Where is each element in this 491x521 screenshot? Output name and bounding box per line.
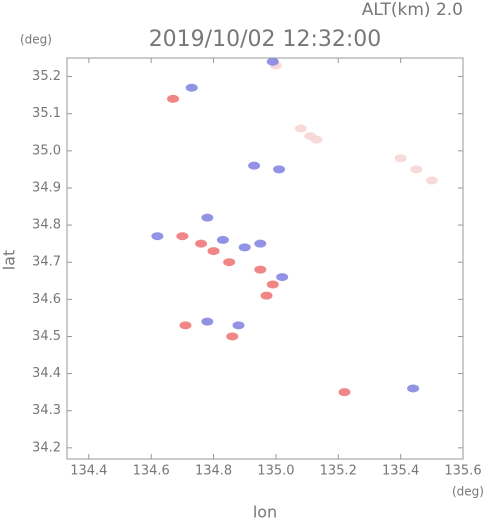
y-tick-label: 34.6: [32, 292, 61, 307]
echo-blob: [273, 165, 286, 174]
y-tick-label: 34.4: [32, 366, 61, 381]
y-tick-label: 34.8: [32, 218, 61, 233]
x-tick-label: 135.0: [257, 464, 294, 479]
x-tick-label: 134.4: [70, 464, 107, 479]
y-tick-label: 35.1: [32, 106, 61, 121]
x-tick-label: 135.2: [320, 464, 357, 479]
echo-blob: [201, 317, 214, 326]
echo-blob: [151, 232, 164, 241]
altitude-label: ALT(km) 2.0: [362, 0, 463, 20]
echo-blob: [216, 235, 229, 244]
echo-blob: [201, 213, 214, 222]
x-tick-label: 135.4: [382, 464, 419, 479]
plot-frame: [66, 57, 464, 460]
echo-blob: [310, 135, 323, 144]
y-tick-label: 34.3: [32, 403, 61, 418]
echo-blob: [425, 176, 438, 185]
echo-blob: [254, 265, 267, 274]
y-unit: (deg): [20, 33, 52, 47]
y-tick-label: 34.5: [32, 329, 61, 344]
echo-blob: [254, 239, 267, 248]
echo-blob: [338, 388, 351, 397]
echo-blob: [195, 239, 208, 248]
echo-blob: [407, 384, 420, 393]
y-tick-label: 35.2: [32, 69, 61, 84]
echo-blob: [223, 258, 236, 267]
echo-blob: [179, 321, 192, 330]
x-tick-label: 135.6: [444, 464, 481, 479]
echo-blob: [226, 332, 239, 341]
x-tick-label: 134.6: [133, 464, 170, 479]
y-tick-label: 35.0: [32, 143, 61, 158]
x-tick-label: 134.8: [195, 464, 232, 479]
echo-blob: [185, 83, 198, 92]
echo-blob: [266, 57, 279, 66]
echo-blob: [207, 247, 220, 256]
echo-blob: [260, 291, 273, 300]
y-axis-label: lat: [0, 250, 19, 271]
x-unit: (deg): [452, 485, 484, 499]
y-tick-label: 34.2: [32, 440, 61, 455]
y-tick-label: 34.9: [32, 180, 61, 195]
x-axis-label: lon: [253, 503, 277, 521]
echo-blob: [248, 161, 261, 170]
echo-blob: [276, 273, 289, 282]
echo-blob: [232, 321, 245, 330]
echo-blob: [410, 165, 423, 174]
y-tick-label: 34.7: [32, 255, 61, 270]
echo-blob: [176, 232, 189, 241]
echo-blob: [294, 124, 307, 133]
echo-blob: [238, 243, 251, 252]
chart-title: 2019/10/02 12:32:00: [149, 27, 382, 52]
echo-blob: [266, 280, 279, 289]
echo-blob: [167, 94, 180, 103]
echo-blob: [394, 154, 407, 163]
